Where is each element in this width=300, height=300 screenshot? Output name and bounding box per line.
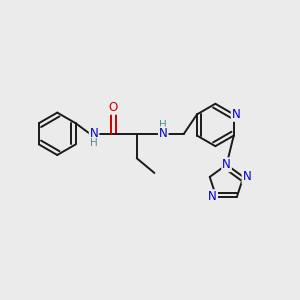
Text: O: O — [109, 101, 118, 114]
Text: H: H — [90, 138, 98, 148]
Text: N: N — [222, 158, 231, 171]
Text: N: N — [232, 108, 241, 121]
Text: N: N — [242, 170, 251, 183]
Text: H: H — [159, 120, 167, 130]
Text: N: N — [208, 190, 217, 203]
Text: N: N — [159, 127, 168, 140]
Text: N: N — [90, 127, 98, 140]
